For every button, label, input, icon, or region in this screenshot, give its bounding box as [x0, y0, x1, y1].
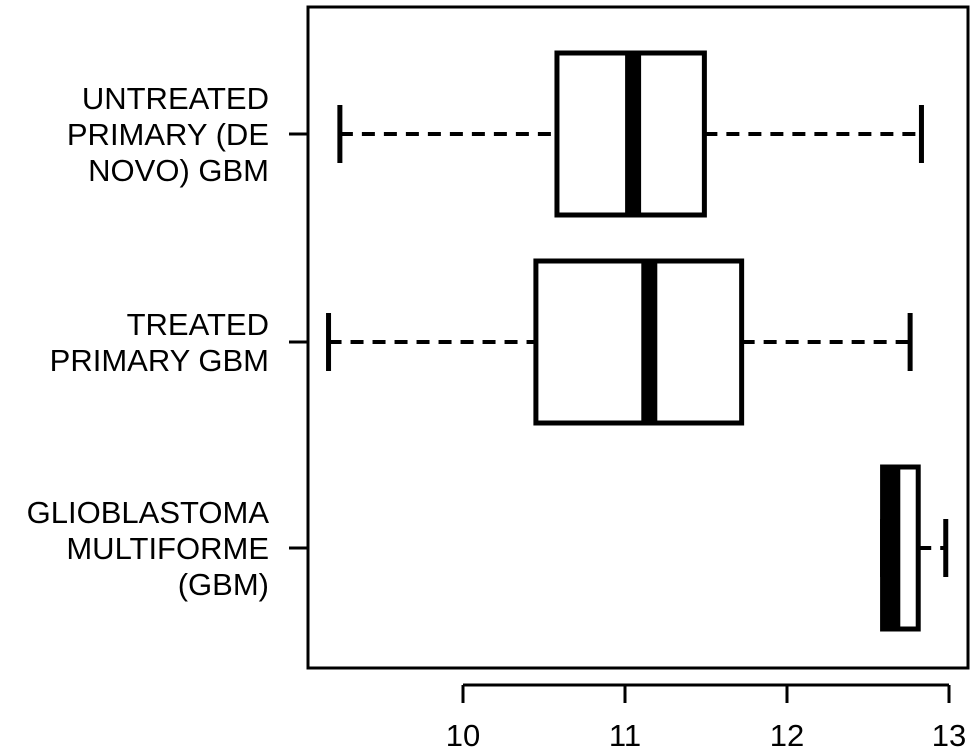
- category-label-2: GLIOBLASTOMA MULTIFORME (GBM): [27, 495, 270, 602]
- category-label-line: UNTREATED: [82, 81, 269, 116]
- category-label-line: TREATED: [127, 307, 269, 342]
- x-axis: 10 11 12 13: [446, 683, 966, 753]
- plot-frame: [306, 5, 970, 670]
- category-label-line: PRIMARY (DE: [67, 117, 269, 152]
- box-group-0: [337, 50, 924, 218]
- category-label-line: MULTIFORME: [66, 531, 269, 566]
- x-tick-label-1: 11: [609, 718, 641, 753]
- iqr-box: [533, 258, 745, 426]
- category-label-1: TREATED PRIMARY GBM: [50, 307, 269, 378]
- box-group-1: [326, 258, 913, 426]
- x-tick-label-2: 12: [770, 718, 804, 753]
- category-label-line: NOVO) GBM: [88, 153, 269, 188]
- category-label-line: GLIOBLASTOMA: [27, 495, 270, 530]
- x-tick-label-3: 13: [932, 718, 966, 753]
- category-label-0: UNTREATED PRIMARY (DE NOVO) GBM: [67, 81, 269, 188]
- box-group-2: [880, 464, 949, 632]
- category-label-line: PRIMARY GBM: [50, 343, 269, 378]
- x-tick-label-0: 10: [446, 718, 480, 753]
- category-label-line: (GBM): [178, 567, 269, 602]
- boxes: [326, 50, 949, 632]
